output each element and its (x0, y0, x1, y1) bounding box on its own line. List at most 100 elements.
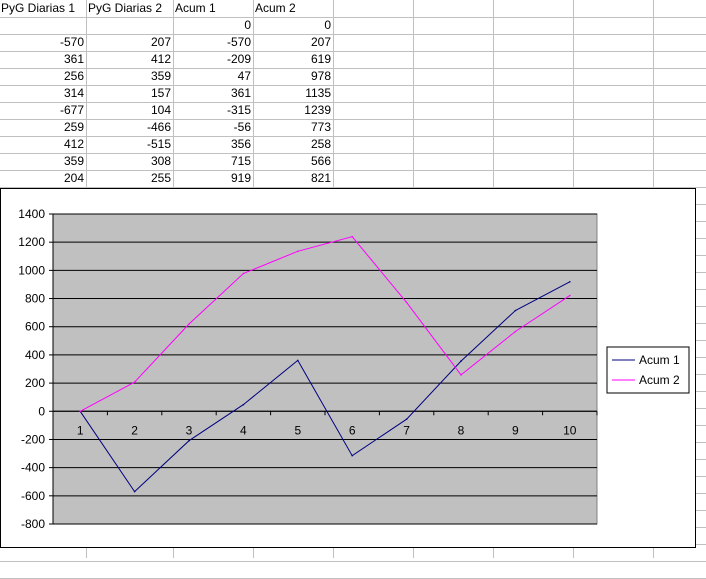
header-cell[interactable]: Acum 1 (175, 1, 216, 15)
table-cell[interactable]: -677 (59, 103, 84, 117)
table-cell[interactable]: 258 (310, 137, 331, 151)
y-tick-label: -800 (21, 517, 45, 531)
y-tick-label: 600 (25, 320, 45, 334)
y-tick-label: 800 (25, 292, 45, 306)
x-tick-label: 6 (349, 423, 356, 437)
series-2-point (405, 301, 408, 304)
table-cell[interactable]: -56 (233, 120, 251, 134)
table-cell[interactable]: -570 (226, 35, 251, 49)
series-2-point (188, 323, 190, 325)
grid-line-horizontal (0, 51, 706, 52)
grid-line-horizontal (0, 102, 706, 103)
legend-label: Acum 2 (639, 373, 680, 387)
table-cell[interactable]: 308 (150, 154, 171, 168)
table-cell[interactable]: 361 (230, 86, 251, 100)
x-tick-label: 8 (458, 423, 465, 437)
series-2-point (79, 410, 81, 413)
table-cell[interactable]: 314 (63, 86, 84, 100)
grid-line-horizontal (0, 561, 706, 562)
x-tick-label: 7 (403, 423, 410, 437)
table-cell[interactable]: 207 (310, 35, 331, 49)
series-1-point (188, 439, 190, 442)
table-cell[interactable]: 361 (63, 52, 84, 66)
table-cell[interactable]: -315 (226, 103, 251, 117)
table-cell[interactable]: 255 (150, 171, 171, 185)
series-line-1 (79, 281, 571, 493)
grid-line-horizontal (0, 136, 706, 137)
x-tick-label: 9 (512, 423, 519, 437)
table-cell[interactable]: 1135 (305, 86, 331, 100)
table-cell[interactable]: 619 (310, 52, 331, 66)
table-cell[interactable]: 919 (230, 171, 251, 185)
table-cell[interactable]: 773 (310, 120, 331, 134)
table-cell[interactable]: 715 (230, 154, 251, 168)
series-1-point (514, 309, 517, 312)
y-tick-label: -600 (21, 489, 45, 503)
series-1-point (351, 454, 354, 457)
x-tick-label: 5 (294, 423, 301, 437)
series-2-point (569, 294, 571, 297)
table-cell[interactable]: 566 (310, 154, 331, 168)
series-1-point (133, 490, 136, 493)
series-2-point (514, 330, 517, 333)
legend-label: Acum 1 (639, 353, 680, 367)
table-cell[interactable]: 359 (63, 154, 84, 168)
grid-line-horizontal (0, 17, 706, 18)
legend (606, 346, 690, 394)
table-cell[interactable]: 412 (150, 52, 171, 66)
x-tick-label: 2 (131, 423, 138, 437)
table-cell[interactable]: 978 (310, 69, 331, 83)
y-tick-label: 200 (25, 376, 45, 390)
series-1-point (242, 403, 245, 406)
series-1-point (460, 360, 462, 362)
y-tick-label: 1000 (18, 263, 45, 277)
table-cell[interactable]: 259 (63, 120, 84, 134)
series-2-point (242, 272, 245, 275)
y-tick-label: 400 (25, 348, 45, 362)
table-cell[interactable]: 0 (324, 18, 331, 32)
table-cell[interactable]: 821 (310, 171, 331, 185)
y-tick-label: 1200 (18, 235, 45, 249)
series-1-point (569, 280, 571, 283)
table-cell[interactable]: 1239 (304, 103, 331, 117)
line-chart[interactable]: 1400 1200 1000 800 600 400 200 0 -200 -400 -600 -80… (0, 188, 696, 548)
table-cell[interactable] (0, 17, 86, 34)
y-tick-label: -400 (21, 461, 45, 475)
table-cell[interactable]: -515 (146, 137, 171, 151)
series-1-point (297, 359, 299, 362)
header-cell[interactable]: PyG Diarias 2 (88, 1, 163, 15)
x-tick-label: 10 (563, 423, 577, 437)
table-cell[interactable]: -209 (226, 52, 251, 66)
series-2-point (133, 381, 136, 383)
table-cell[interactable]: -570 (59, 35, 84, 49)
grid-line-horizontal (0, 34, 706, 35)
series-1-point (405, 418, 408, 420)
table-cell[interactable]: 207 (150, 35, 171, 49)
y-tick-label: 0 (38, 404, 45, 418)
chart-svg: 1400 1200 1000 800 600 400 200 0 -200 -400 -600 -80… (18, 207, 690, 531)
table-cell[interactable]: 157 (150, 86, 171, 100)
table-cell[interactable]: 47 (237, 69, 251, 83)
grid-line-horizontal (0, 187, 706, 188)
table-cell[interactable]: 256 (63, 69, 84, 83)
table-cell[interactable]: 104 (150, 103, 171, 117)
table-cell[interactable]: 412 (63, 137, 84, 151)
table-cell[interactable]: 0 (244, 18, 251, 32)
header-cell[interactable]: PyG Diarias 1 (1, 1, 76, 15)
table-cell[interactable]: 356 (230, 137, 251, 151)
x-tick-label: 1 (77, 423, 84, 437)
grid-line-horizontal (0, 68, 706, 69)
x-tick-label: 3 (186, 423, 193, 437)
series-2-point (460, 374, 462, 376)
table-cell[interactable]: -466 (146, 120, 171, 134)
table-cell[interactable]: 359 (150, 69, 171, 83)
table-cell[interactable]: 204 (63, 171, 84, 185)
grid-line-horizontal (0, 85, 706, 86)
header-cell[interactable]: Acum 2 (255, 1, 296, 15)
grid-line-horizontal (0, 153, 706, 154)
y-tick-label: -200 (21, 432, 45, 446)
series-line-2 (79, 236, 571, 412)
grid-line-horizontal (0, 119, 706, 120)
series-2-point (351, 235, 354, 238)
table-cell[interactable] (87, 17, 173, 34)
